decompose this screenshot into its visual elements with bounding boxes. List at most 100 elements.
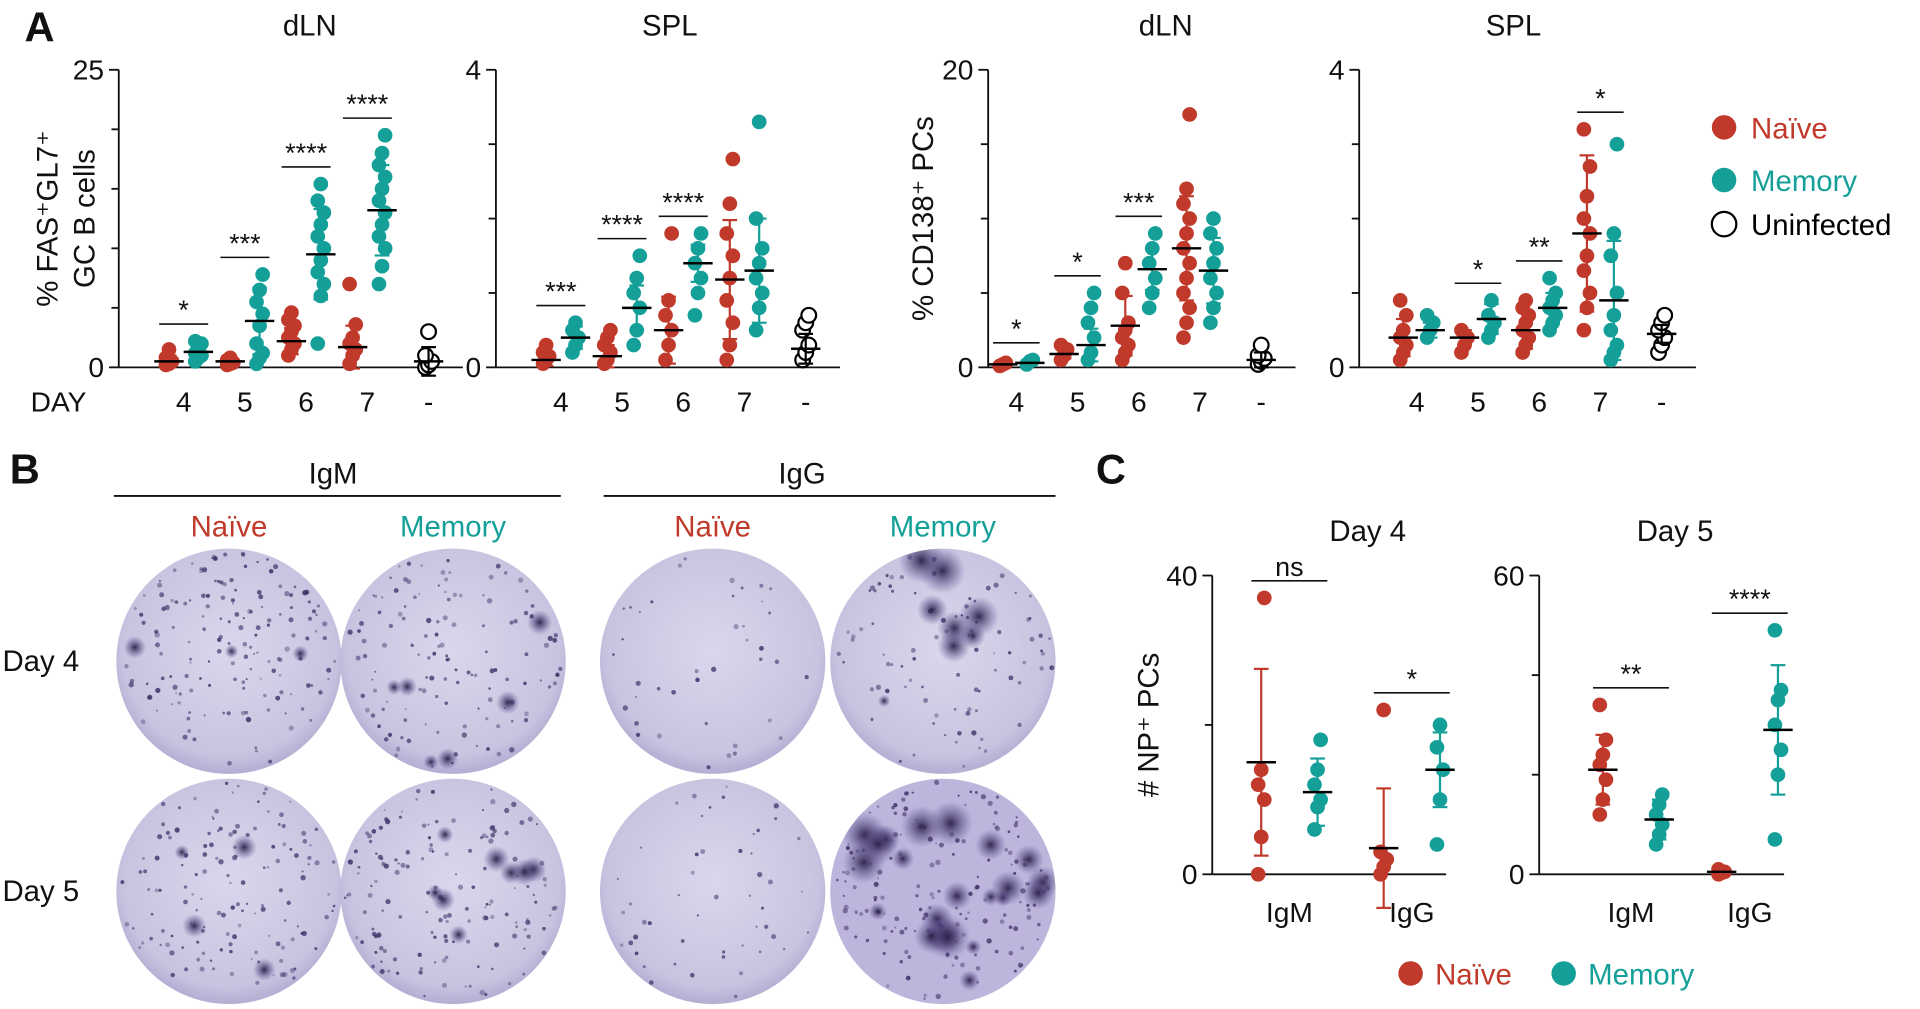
spot (424, 723, 427, 726)
spot (138, 946, 142, 949)
spot-large (1021, 877, 1055, 910)
spot (293, 967, 297, 971)
spot (201, 951, 206, 956)
spot (357, 872, 360, 875)
spot (993, 582, 999, 588)
spot (403, 577, 408, 582)
spot (363, 910, 367, 915)
spot (189, 688, 194, 693)
spot (854, 935, 858, 939)
chart-title: Day 5 (1637, 515, 1714, 548)
spot (739, 971, 744, 976)
spot (444, 577, 449, 582)
spot (1017, 722, 1022, 728)
spot (690, 870, 695, 875)
spot (377, 610, 382, 615)
spot (306, 683, 311, 688)
spot (768, 611, 772, 615)
spot (236, 784, 240, 788)
spots (612, 557, 809, 770)
spot (305, 636, 310, 641)
spot (427, 823, 430, 826)
x-tick-label: 5 (237, 386, 253, 417)
spot (382, 949, 387, 953)
spot (444, 938, 449, 943)
spot (773, 803, 779, 809)
spot (729, 577, 735, 584)
column-label: Memory (890, 510, 996, 543)
spot (278, 888, 283, 893)
spot (629, 606, 632, 609)
spot (223, 552, 228, 557)
spot (905, 791, 910, 796)
spot (904, 791, 909, 796)
data-point (1767, 622, 1783, 638)
spot (397, 564, 401, 568)
spot (187, 728, 192, 734)
spot (477, 707, 480, 710)
x-tick-label: 7 (737, 386, 753, 417)
spot (150, 912, 154, 916)
spot (403, 718, 408, 723)
spot (711, 666, 717, 672)
spot (433, 961, 437, 964)
spots (343, 788, 558, 998)
spot (995, 795, 1000, 799)
spot (964, 917, 968, 921)
spot (420, 564, 423, 567)
spot (960, 962, 965, 968)
spot (254, 633, 258, 637)
spot (843, 925, 849, 931)
spot (445, 654, 449, 658)
spot (384, 737, 389, 742)
spot (257, 800, 260, 803)
spot (997, 630, 1002, 635)
spot (289, 593, 293, 597)
spot (421, 823, 427, 828)
data-point (1481, 307, 1496, 323)
spot (355, 655, 361, 661)
spot (195, 908, 199, 912)
spot (205, 604, 210, 609)
x-tick-label: 6 (1531, 386, 1547, 417)
spot-large (231, 834, 257, 860)
data-point (748, 270, 764, 286)
spot (307, 616, 313, 621)
data-point (1592, 807, 1608, 822)
spot (904, 685, 907, 689)
spot (956, 672, 961, 677)
spot (443, 914, 448, 919)
spot (650, 600, 654, 604)
spot (211, 815, 214, 818)
spot (260, 906, 266, 912)
spot (468, 984, 472, 988)
spot (755, 925, 758, 928)
spot (974, 709, 978, 713)
spot (189, 657, 192, 661)
spot (471, 885, 476, 889)
spot (929, 862, 935, 868)
spots (123, 551, 337, 766)
spot (901, 797, 906, 802)
spot (620, 943, 624, 947)
data-point (161, 342, 177, 357)
spot (893, 802, 898, 808)
spot (243, 654, 249, 660)
spot (708, 805, 712, 809)
spot (543, 642, 550, 648)
spot (188, 711, 191, 714)
spot (806, 931, 810, 934)
spot (314, 947, 318, 951)
spot (539, 679, 542, 682)
spot (496, 751, 502, 757)
spot (301, 830, 307, 836)
spot (266, 623, 271, 627)
spot (260, 904, 265, 908)
spot (406, 561, 412, 566)
data-point (664, 226, 679, 241)
spot (488, 903, 491, 906)
spot (722, 950, 726, 954)
legend-marker (1711, 115, 1737, 140)
significance-label: * (178, 295, 189, 325)
